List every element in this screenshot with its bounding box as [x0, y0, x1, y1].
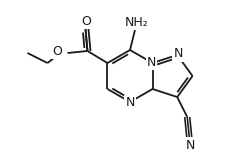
- Text: O: O: [81, 14, 91, 28]
- Text: O: O: [53, 45, 63, 57]
- Text: N: N: [125, 97, 135, 109]
- Text: NH₂: NH₂: [125, 16, 149, 28]
- Text: N: N: [186, 139, 195, 152]
- Text: N: N: [173, 47, 183, 61]
- Text: N: N: [147, 55, 156, 69]
